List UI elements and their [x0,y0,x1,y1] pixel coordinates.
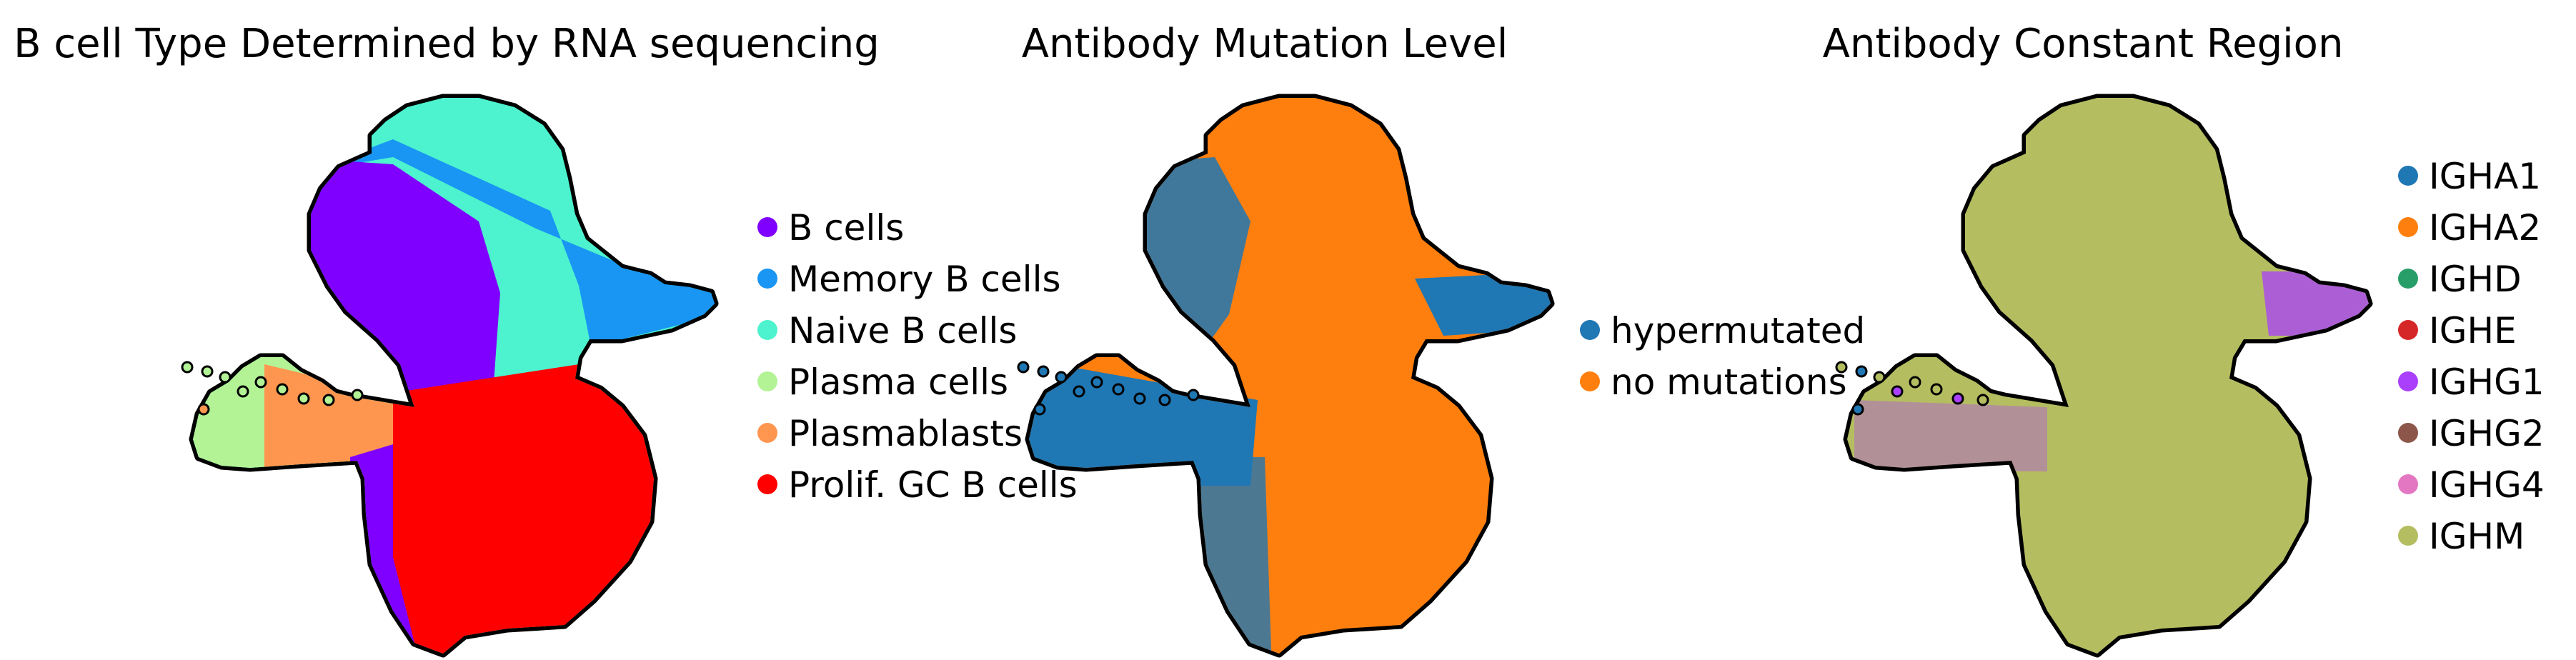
legend-marker [1580,320,1600,340]
legend-marker [2398,371,2418,391]
legend-marker [757,423,777,443]
legend-marker [2398,166,2418,186]
legend-label: IGHA1 [2429,156,2541,197]
legend-marker [757,320,777,340]
region-hypermutated-memory [1415,271,1551,336]
legend-entry: Prolif. GC B cells [757,464,1078,506]
legend-entry: IGHG2 [2398,413,2545,454]
region-ighg1-left [1854,400,2047,471]
legend-entry: IGHM [2398,516,2525,557]
legend-label: IGHD [2429,259,2522,300]
legend-label: Naive B cells [788,310,1017,351]
legend-marker [2398,269,2418,289]
legend-marker [2398,526,2418,546]
legend-marker [757,371,777,391]
legend-entry: IGHE [2398,310,2517,351]
legend-entry: IGHA2 [2398,207,2541,249]
legend-label: IGHG1 [2429,361,2545,403]
legend-marker [757,269,777,289]
panel-1-legend: B cells Memory B cells Naive B cells Pla… [757,207,1078,506]
region-prolif-gc [393,364,679,654]
legend-marker [757,217,777,237]
legend-marker [2398,320,2418,340]
panel-1-outlier-points [181,361,364,416]
panel-2-outlier-points [1017,361,1200,416]
legend-label: IGHM [2429,516,2525,557]
legend-marker [1580,371,1600,391]
legend-label: hypermutated [1611,310,1865,351]
legend-label: Memory B cells [788,259,1061,300]
panel-2-legend: hypermutated no mutations [1580,310,1865,403]
region-no-mutations [1029,98,1551,654]
legend-entry: IGHG4 [2398,464,2545,506]
legend-marker [757,474,777,494]
panel-3-legend: IGHA1 IGHA2 IGHD IGHE IGHG1 IGHG2 [2398,156,2545,557]
panel-2: Antibody Mutation Level [1017,21,1865,660]
legend-entry: Plasma cells [757,361,1008,403]
panel-1: B cell Type Determined by RNA sequencing [14,21,1078,660]
panel-3-outlier-points [1835,361,1989,416]
legend-marker [2398,474,2418,494]
panel-3-title: Antibody Constant Region [1823,21,2344,67]
panel-3: Antibody Constant Region [1823,21,2545,660]
legend-label: IGHG4 [2429,464,2545,506]
legend-marker [2398,423,2418,443]
legend-entry: no mutations [1580,361,1847,403]
panel-1-cell-cloud [181,57,750,660]
legend-label: IGHE [2429,310,2517,351]
panel-1-title: B cell Type Determined by RNA sequencing [14,21,880,67]
region-ighm [1847,98,2369,654]
legend-entry: IGHG1 [2398,361,2545,403]
legend-entry: B cells [757,207,904,249]
legend-entry: Naive B cells [757,310,1017,351]
panel-3-cell-cloud [1835,57,2405,660]
legend-entry: IGHA1 [2398,156,2541,197]
legend-entry: Memory B cells [757,259,1061,300]
legend-label: no mutations [1611,361,1847,403]
panel-2-cell-cloud [1017,57,1586,660]
legend-label: B cells [788,207,904,249]
legend-entry: hypermutated [1580,310,1865,351]
legend-marker [2398,217,2418,237]
panel-2-title: Antibody Mutation Level [1022,21,1508,67]
legend-entry: Plasmablasts [757,413,1023,454]
legend-label: IGHG2 [2429,413,2545,454]
legend-label: Plasmablasts [788,413,1023,454]
legend-label: IGHA2 [2429,207,2541,249]
region-memory-b [307,139,715,339]
legend-entry: IGHD [2398,259,2522,300]
legend-label: Prolif. GC B cells [788,464,1078,506]
legend-label: Plasma cells [788,361,1008,403]
